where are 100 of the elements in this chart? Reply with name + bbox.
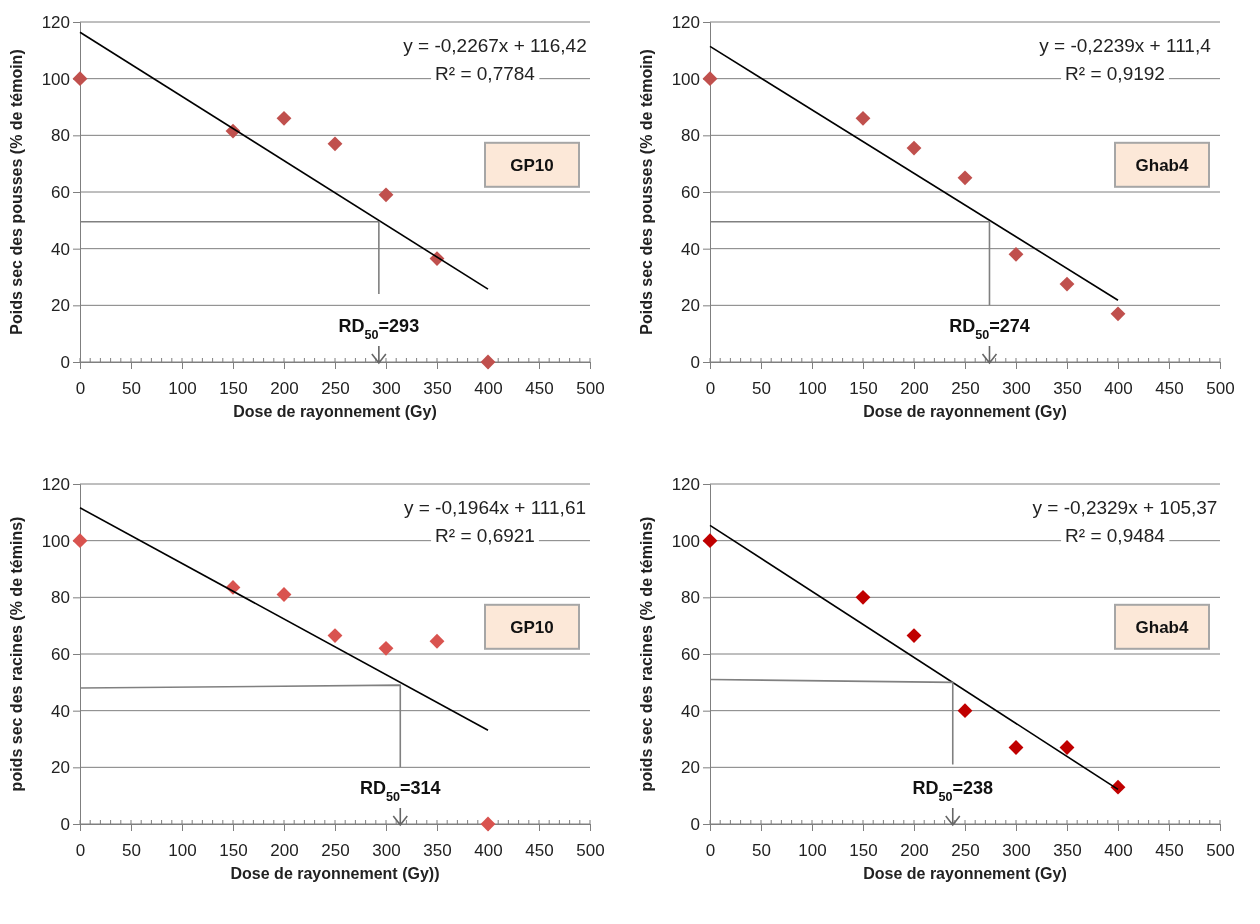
y-tick-label: 100	[41, 69, 70, 89]
annotation: Ghab4	[1135, 155, 1189, 175]
annotation: GP10	[510, 617, 554, 637]
y-tick-label: 40	[51, 239, 70, 259]
y-tick-label: 120	[671, 474, 700, 494]
x-tick-label: 250	[321, 841, 350, 861]
point	[72, 71, 88, 87]
x-tick-label: 50	[752, 841, 771, 861]
annotation: RD$_{50}$=314	[360, 778, 441, 804]
y-tick-label: 120	[671, 12, 700, 32]
x-tick-label: 150	[849, 379, 878, 399]
x-tick-label: 250	[951, 841, 980, 861]
x-tick-label: 100	[168, 841, 197, 861]
annotation: R² = 0,9484	[1065, 525, 1166, 546]
y-tick-label: 120	[41, 474, 70, 494]
annotation: y = -0,2329x + 105,37	[1032, 497, 1218, 518]
x-tick-label: 150	[219, 841, 248, 861]
x-tick-label: 150	[219, 379, 248, 399]
y-tick-label: 80	[51, 588, 70, 608]
annotation: R² = 0,6921	[435, 525, 535, 546]
annotation: y = -0,2267x + 116,42	[403, 35, 587, 56]
y-tick-label: 80	[681, 126, 700, 146]
point	[957, 170, 973, 186]
y-tick-label: 20	[51, 758, 70, 778]
x-tick-label: 200	[900, 841, 929, 861]
y-tick-label: 60	[51, 644, 70, 664]
point	[957, 703, 973, 719]
x-tick-label: 400	[1104, 379, 1133, 399]
point	[855, 110, 871, 126]
annotation: R² = 0,7784	[435, 63, 536, 84]
x-tick-label: 50	[752, 379, 771, 399]
y-tick-label: 40	[51, 701, 70, 721]
x-tick-label: 100	[798, 841, 827, 861]
x-tick-label: 350	[423, 841, 452, 861]
point	[378, 640, 394, 656]
x-axis-title: Dose de rayonnement (Gy)	[863, 403, 1067, 420]
y-tick-label: 20	[51, 296, 70, 316]
point	[1110, 306, 1126, 322]
x-tick-label: 500	[1206, 841, 1235, 861]
point	[1008, 246, 1024, 262]
x-tick-label: 450	[525, 841, 554, 861]
point	[702, 71, 718, 87]
y-tick-label: 0	[60, 814, 70, 834]
y-tick-label: 100	[671, 69, 700, 89]
x-tick-label: 0	[75, 379, 86, 399]
x-tick-label: 200	[900, 379, 929, 399]
annotation: y = -0,1964x + 111,61	[403, 497, 587, 518]
x-tick-label: 450	[1155, 841, 1184, 861]
annotation: Ghab4	[1135, 617, 1189, 637]
y-axis-title: Poids sec des pousses (% de témoin)	[8, 49, 25, 335]
x-tick-label: 450	[525, 379, 554, 399]
y-axis-title: Poids sec des pousses (% de témoin)	[638, 49, 655, 335]
x-tick-label: 250	[321, 379, 350, 399]
x-tick-label: 500	[576, 841, 605, 861]
point	[1110, 779, 1126, 795]
point	[702, 533, 718, 549]
y-tick-label: 60	[681, 182, 700, 202]
annotation: y = -0,2239x + 111,4	[1039, 35, 1212, 56]
y-axis-title: poids sec des racines (% de témins)	[8, 516, 25, 792]
y-tick-label: 20	[681, 296, 700, 316]
point	[378, 187, 394, 203]
x-tick-label: 0	[75, 841, 86, 861]
point	[327, 136, 343, 152]
x-tick-label: 300	[1002, 379, 1031, 399]
x-tick-label: 350	[1053, 379, 1082, 399]
point	[72, 533, 88, 549]
x-tick-label: 100	[798, 379, 827, 399]
x-tick-label: 100	[168, 379, 197, 399]
y-axis-title: poids sec des racines (% de témins)	[638, 516, 655, 792]
point	[480, 354, 496, 370]
y-tick-label: 100	[671, 531, 700, 551]
x-tick-label: 250	[951, 379, 980, 399]
x-tick-label: 0	[705, 841, 716, 861]
x-tick-label: 0	[705, 379, 716, 399]
x-tick-label: 350	[423, 379, 452, 399]
x-tick-label: 50	[122, 841, 141, 861]
x-tick-label: 300	[1002, 841, 1031, 861]
y-tick-label: 120	[41, 12, 70, 32]
x-tick-label: 300	[372, 841, 401, 861]
x-tick-label: 400	[474, 841, 503, 861]
x-tick-label: 150	[849, 841, 878, 861]
annotation: RD$_{50}$=274	[949, 316, 1030, 342]
y-tick-label: 80	[51, 126, 70, 146]
y-tick-label: 0	[60, 352, 70, 372]
y-tick-label: 0	[690, 352, 700, 372]
annotation: R² = 0,9192	[1065, 63, 1165, 84]
x-axis-title: Dose de rayonnement (Gy)	[233, 403, 437, 420]
x-tick-label: 200	[270, 841, 299, 861]
annotation: RD$_{50}$=238	[912, 778, 994, 804]
annotation: RD$_{50}$=293	[338, 316, 420, 342]
y-tick-label: 0	[690, 814, 700, 834]
y-tick-label: 60	[681, 644, 700, 664]
y-tick-label: 100	[41, 531, 70, 551]
point	[1059, 276, 1075, 292]
point	[480, 816, 496, 832]
x-tick-label: 200	[270, 379, 299, 399]
y-tick-label: 60	[51, 182, 70, 202]
x-tick-label: 450	[1155, 379, 1184, 399]
x-tick-label: 300	[372, 379, 401, 399]
x-axis-title: Dose de rayonnement (Gy))	[230, 865, 440, 882]
